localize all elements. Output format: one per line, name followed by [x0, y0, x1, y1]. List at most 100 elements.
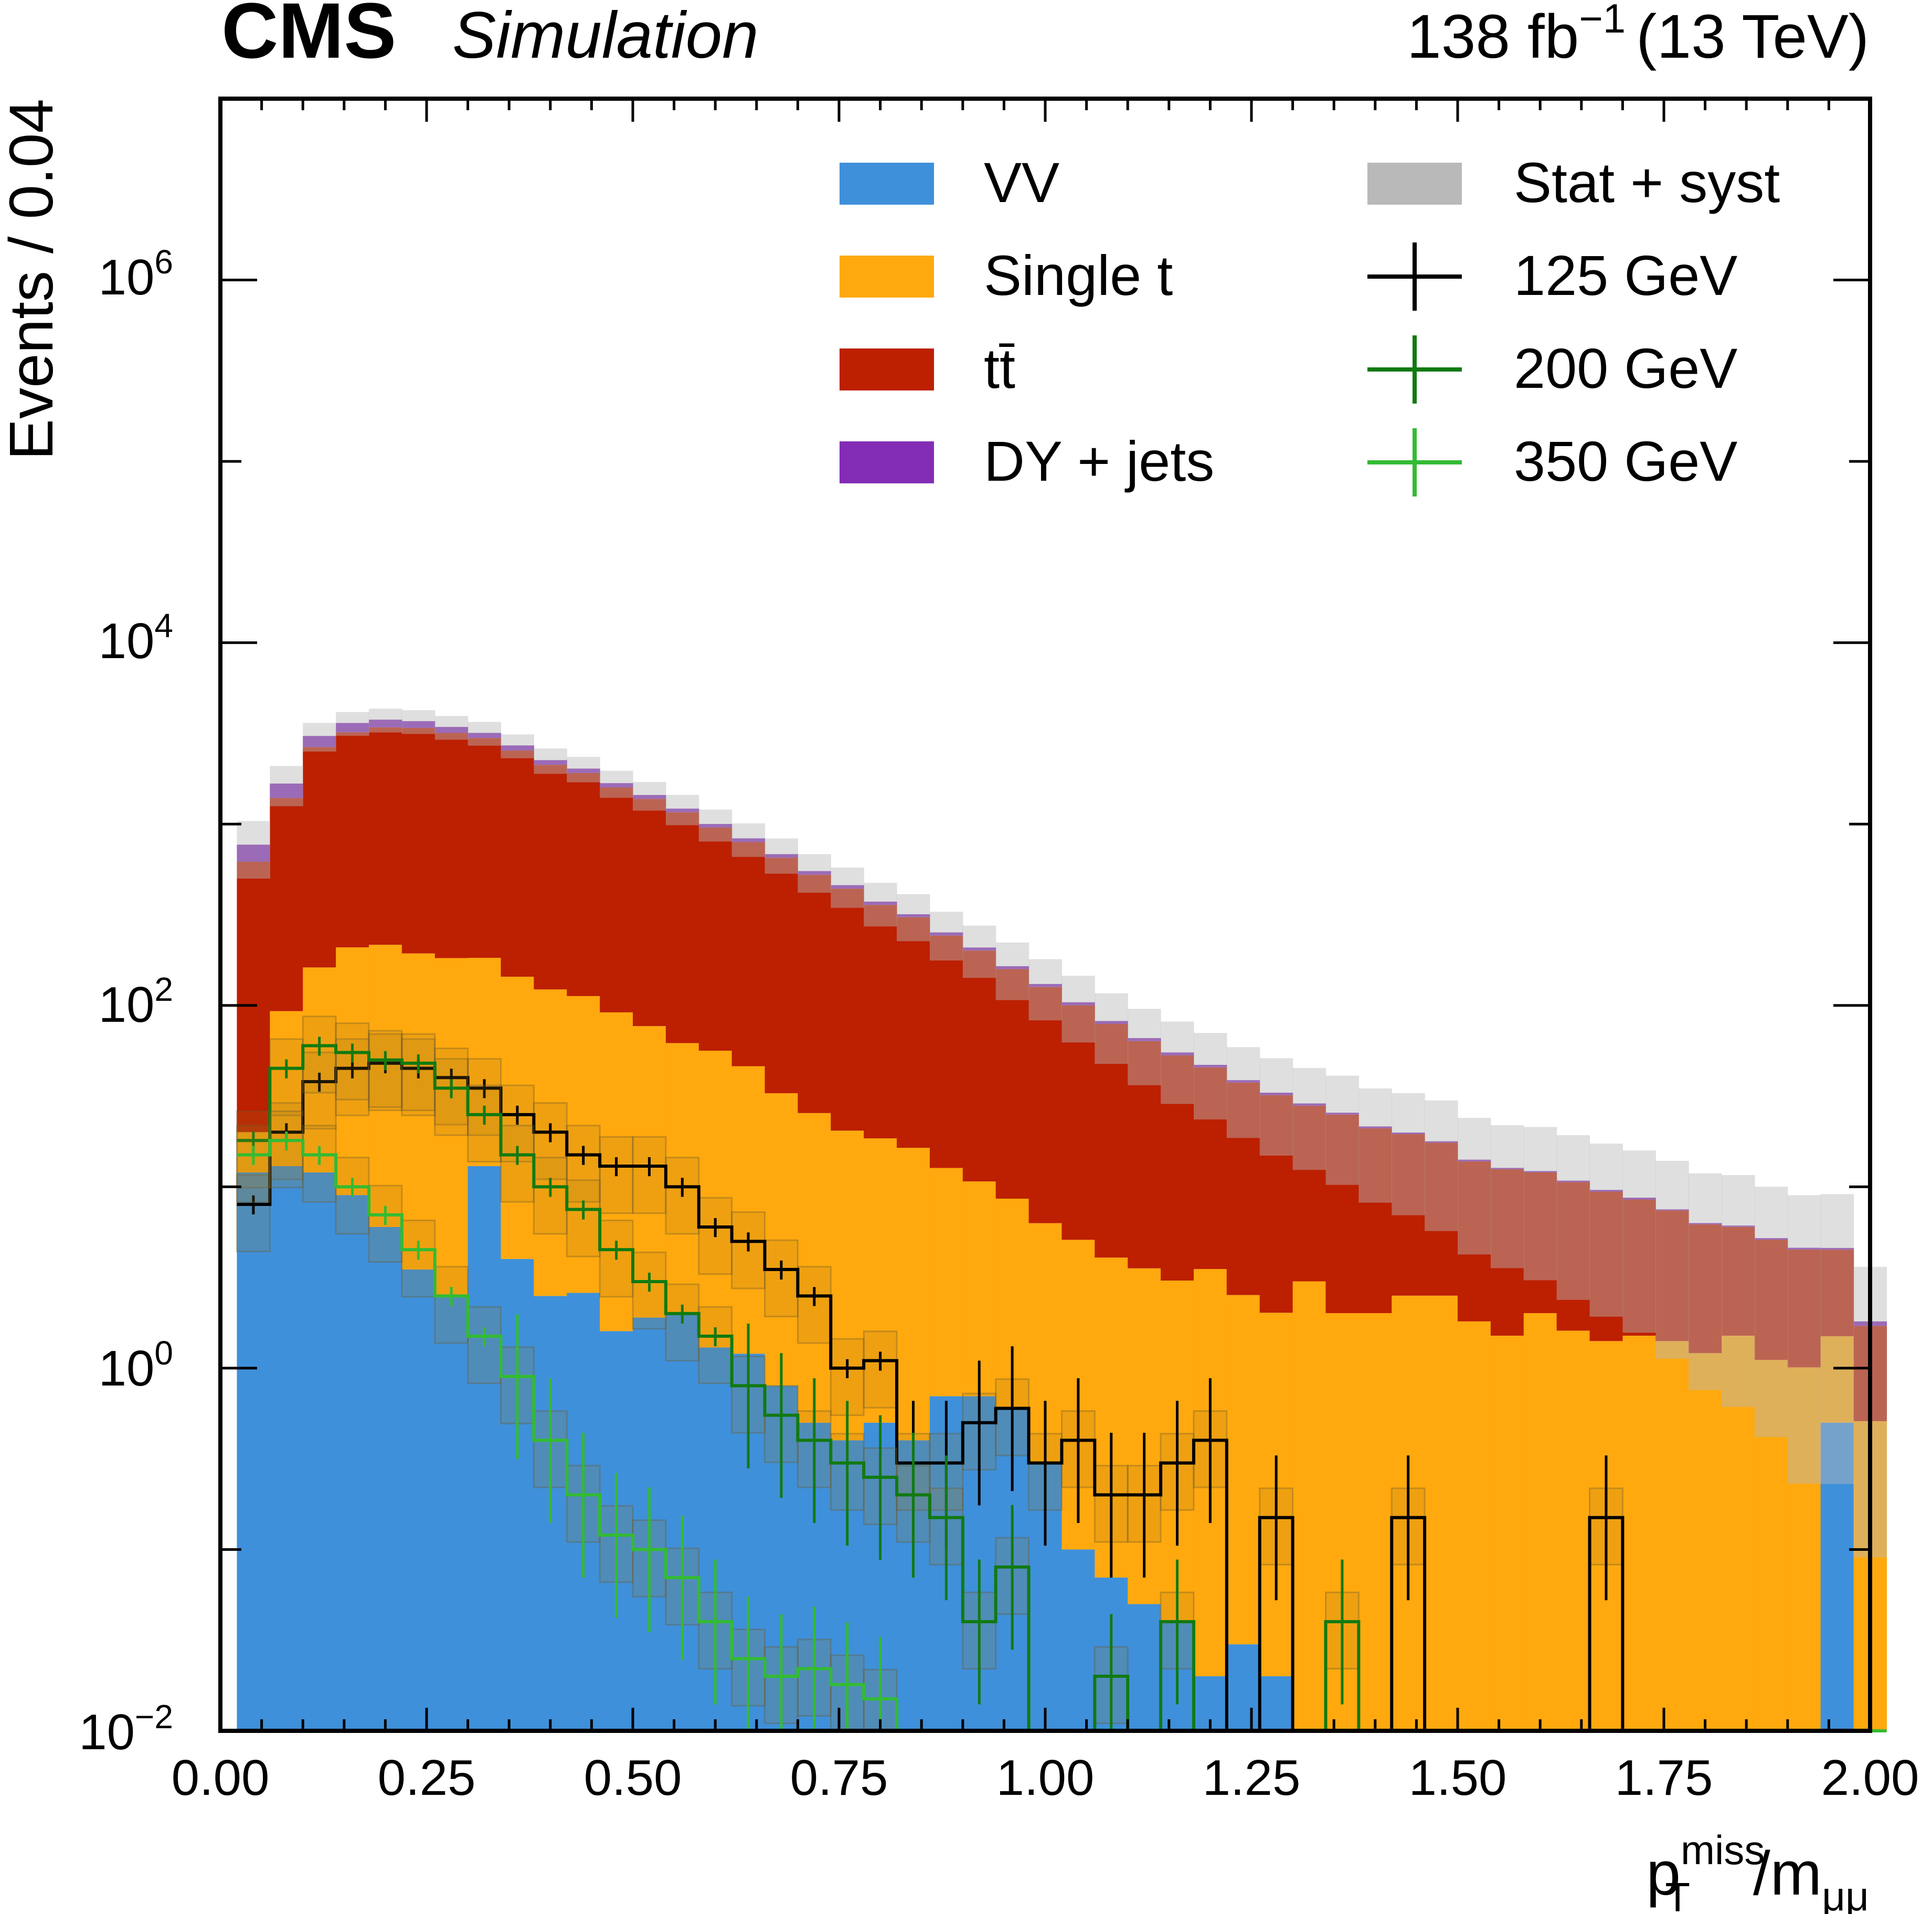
band-bin: [633, 781, 666, 811]
bar-ttbar: [237, 861, 270, 1133]
bar-dy-jets: [270, 783, 303, 798]
band-bin: [1292, 1067, 1326, 1170]
bar-dy-jets: [1325, 1113, 1359, 1115]
bar-dy-jets: [1458, 1159, 1491, 1161]
bar-ttbar: [1787, 1249, 1821, 1368]
legend-label-125: 125 GeV: [1514, 244, 1737, 307]
bar-vv: [1820, 1422, 1854, 1731]
bar-ttbar: [1095, 1024, 1128, 1258]
band-bin: [270, 766, 303, 807]
band-bin: [1589, 1144, 1623, 1317]
header: CMS Simulation 138 fb−1 (13 TeV): [221, 0, 1869, 75]
y-tick-label: 10−2: [79, 1698, 173, 1760]
bar-dy-jets: [633, 795, 666, 799]
band-bin: [665, 795, 699, 826]
series-s350: [236, 1110, 1887, 1732]
bar-dy-jets: [1689, 1223, 1722, 1224]
y-axis-title: Events / 0.04: [0, 99, 66, 460]
bar-dy-jets: [1193, 1065, 1227, 1067]
bar-vv: [1259, 1676, 1293, 1731]
legend-marker-350: [1367, 428, 1462, 496]
bar-single-t: [731, 1066, 766, 1354]
bar-dy-jets: [237, 844, 270, 862]
bar-ttbar: [665, 812, 699, 1043]
band-bin: [1490, 1125, 1524, 1268]
bar-dy-jets: [1028, 984, 1063, 987]
bar-dy-jets: [1523, 1171, 1557, 1172]
legend-label-ttbar: tt̄: [984, 336, 1015, 400]
bar-single-t: [831, 1130, 864, 1441]
bar-ttbar: [1754, 1240, 1788, 1360]
bar-dy-jets: [336, 723, 369, 733]
bar-single-t: [1622, 1336, 1656, 1731]
bar-vv: [270, 1166, 303, 1731]
bar-dy-jets: [434, 727, 469, 733]
bar-ttbar: [1490, 1169, 1524, 1336]
bar-dy-jets: [897, 914, 930, 917]
legend-marker-200: [1367, 335, 1462, 404]
bar-ttbar: [798, 874, 831, 1113]
bar-dy-jets: [1128, 1038, 1161, 1041]
bar-ttbar: [1259, 1095, 1293, 1313]
band-bin: [1061, 976, 1095, 1043]
band-bin: [995, 942, 1029, 1000]
bar-dy-jets: [501, 745, 534, 751]
bar-dy-jets: [368, 720, 402, 727]
band-bin: [401, 710, 436, 734]
legend-label-single-t: Single t: [984, 244, 1173, 307]
band-bin: [1325, 1075, 1359, 1185]
bar-single-t: [1358, 1313, 1392, 1731]
band-bin: [929, 912, 963, 961]
y-tick-label: 104: [99, 607, 173, 669]
bar-ttbar: [303, 747, 336, 968]
bar-single-t: [1490, 1336, 1524, 1731]
band-bin: [962, 925, 996, 978]
band-bin: [1259, 1058, 1293, 1156]
bar-dy-jets: [665, 808, 699, 812]
x-tick-label: 0.50: [584, 1750, 682, 1806]
legend-swatch-band: [1367, 163, 1462, 205]
bar-ttbar: [1128, 1041, 1161, 1268]
x-tick-label: 0.25: [378, 1750, 476, 1806]
legend-label-vv: VV: [984, 151, 1059, 214]
bar-dy-jets: [698, 824, 733, 828]
bar-ttbar: [1689, 1224, 1722, 1353]
bar-vv: [237, 1172, 270, 1731]
bar-dy-jets: [600, 783, 633, 788]
bar-vv: [368, 1226, 402, 1731]
legend-swatch-vv: [840, 163, 934, 205]
band-bin: [368, 709, 402, 733]
signal-series: [236, 1016, 1887, 1732]
bar-ttbar: [962, 950, 996, 1182]
bar-ttbar: [864, 905, 897, 1139]
bar-ttbar: [1622, 1199, 1656, 1336]
band-bin: [501, 734, 534, 758]
band-bin: [468, 722, 502, 746]
bar-ttbar: [633, 799, 666, 1027]
bar-vv: [434, 1296, 469, 1731]
bar-ttbar: [1325, 1114, 1359, 1314]
band-bin: [1722, 1175, 1755, 1407]
band-bin: [765, 838, 798, 874]
bar-dy-jets: [831, 885, 864, 889]
bar-ttbar: [698, 827, 733, 1051]
bar-vv: [336, 1195, 369, 1731]
bar-dy-jets: [1061, 1002, 1095, 1006]
x-tick-labels: 0.00 0.25 0.50 0.75 1.00 1.25 1.50 1.75 …: [172, 1750, 1919, 1806]
band-bin: [1392, 1093, 1425, 1215]
bar-dy-jets: [1490, 1168, 1524, 1169]
bar-dy-jets: [1292, 1103, 1326, 1106]
band-bin: [434, 716, 469, 740]
bar-ttbar: [1193, 1067, 1227, 1270]
legend-swatch-single-t: [840, 256, 934, 298]
y-tick-labels: 10−2 100 102 104 106: [79, 243, 173, 1760]
legend-label-200: 200 GeV: [1514, 336, 1737, 400]
bar-vv: [1226, 1644, 1260, 1731]
band-bin: [237, 821, 270, 879]
bar-dy-jets: [1820, 1247, 1854, 1250]
lumi-value: 138 fb: [1407, 2, 1579, 71]
band-bin: [1458, 1118, 1491, 1255]
bar-dy-jets: [1556, 1180, 1590, 1182]
y-tick-label: 106: [99, 243, 173, 305]
bar-single-t: [368, 945, 402, 1227]
